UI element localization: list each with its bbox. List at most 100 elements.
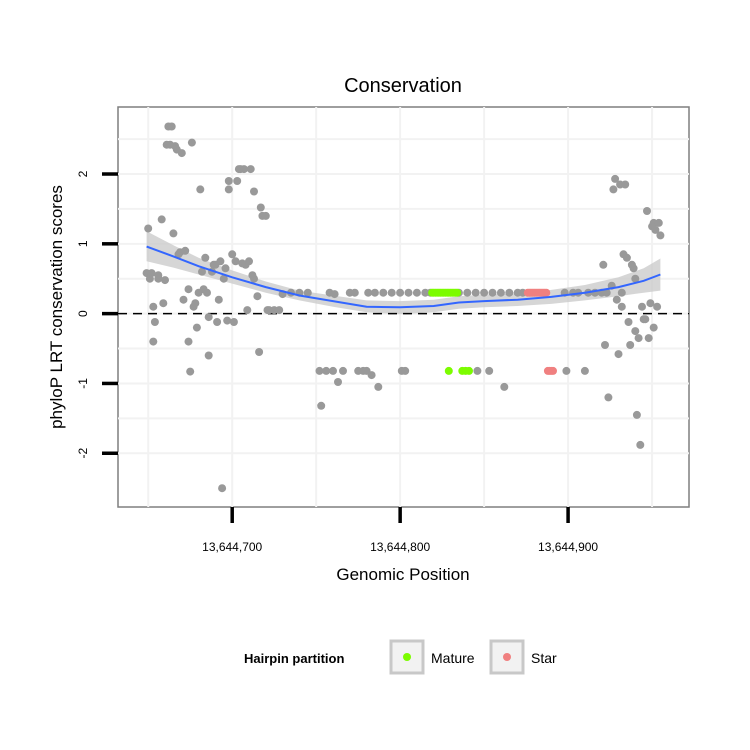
grid-lines <box>118 107 689 507</box>
data-point-other <box>250 274 258 283</box>
data-point-other <box>169 229 178 238</box>
data-point-other <box>157 215 166 224</box>
data-point-other <box>471 288 480 297</box>
y-tick-label: -1 <box>76 378 90 389</box>
y-tick-label: 2 <box>76 170 90 177</box>
legend: Hairpin partition Mature Star <box>244 639 557 675</box>
data-point-other <box>617 288 626 297</box>
data-point-other <box>631 274 640 283</box>
data-point-other <box>374 382 383 391</box>
x-axis: 13,644,700 13,644,800 13,644,900 <box>202 507 598 554</box>
x-tick-label: 13,644,900 <box>538 540 598 554</box>
data-point-other <box>505 288 514 297</box>
data-point-other <box>303 288 312 297</box>
data-point-other <box>649 323 658 332</box>
data-point-other <box>643 207 651 215</box>
legend-item-star: Star <box>489 639 557 675</box>
data-point-other <box>179 295 188 304</box>
data-point-other <box>261 211 270 220</box>
data-point-other <box>656 231 665 240</box>
data-point-other <box>250 187 258 196</box>
data-point-mature <box>453 288 462 297</box>
data-point-other <box>221 264 230 273</box>
y-tick-label: 1 <box>76 240 90 247</box>
data-point-other <box>611 174 620 183</box>
data-point-other <box>214 295 223 304</box>
data-point-other <box>412 288 421 297</box>
data-point-other <box>562 366 571 375</box>
data-point-other <box>379 288 388 297</box>
data-point-other <box>216 257 225 266</box>
legend-item-mature: Mature <box>389 639 475 675</box>
data-point-other <box>617 302 626 311</box>
chart-title: Conservation <box>344 75 462 97</box>
data-point-other <box>604 393 613 402</box>
data-point-other <box>204 313 213 322</box>
data-point-other <box>317 401 326 410</box>
data-point-other <box>626 341 635 349</box>
data-point-other <box>654 218 663 227</box>
data-point-other <box>500 382 509 391</box>
data-point-other <box>245 257 253 266</box>
data-point-mature <box>444 366 453 375</box>
data-point-other <box>275 306 284 315</box>
data-point-other <box>186 367 195 376</box>
data-point-other <box>154 274 163 283</box>
y-tick-label: 0 <box>76 310 90 317</box>
data-point-star <box>542 288 551 297</box>
data-point-other <box>651 225 660 234</box>
legend-title: Hairpin partition <box>244 651 344 666</box>
data-point-other <box>404 288 413 297</box>
data-point-other <box>601 341 609 349</box>
data-point-other <box>602 288 611 297</box>
data-point-other <box>463 288 472 297</box>
legend-dot-star <box>503 653 511 661</box>
data-point-other <box>609 185 618 194</box>
data-point-star <box>549 366 557 375</box>
y-tick-label: -2 <box>76 448 90 459</box>
data-point-other <box>204 351 213 360</box>
data-point-other <box>224 185 233 194</box>
data-point-other <box>253 292 262 301</box>
data-point-other <box>218 484 227 493</box>
data-point-other <box>329 366 337 375</box>
data-point-other <box>192 323 201 332</box>
data-point-other <box>370 288 379 297</box>
data-point-other <box>631 327 640 336</box>
data-point-other <box>632 410 641 419</box>
data-point-other <box>396 288 405 297</box>
data-point-other <box>246 165 255 174</box>
data-point-other <box>653 302 662 311</box>
data-point-other <box>181 246 190 255</box>
data-point-other <box>224 177 233 185</box>
data-point-other <box>612 295 621 304</box>
data-point-other <box>256 203 265 212</box>
data-point-mature <box>465 366 473 375</box>
data-point-other <box>233 177 242 185</box>
data-point-other <box>339 366 347 375</box>
data-point-other <box>191 299 200 308</box>
data-point-other <box>223 316 232 325</box>
data-point-other <box>198 267 206 276</box>
data-point-other <box>161 276 169 285</box>
y-axis-title: phyloP LRT conservation scores <box>47 185 66 429</box>
legend-label-mature: Mature <box>431 650 475 666</box>
data-point-other <box>473 366 482 375</box>
data-point-other <box>350 288 359 297</box>
data-point-other <box>387 288 396 297</box>
data-point-other <box>614 350 623 359</box>
data-point-other <box>485 366 494 375</box>
data-point-other <box>167 122 176 131</box>
y-axis: 2 1 0 -1 -2 <box>76 170 118 459</box>
data-point-other <box>315 366 324 375</box>
data-point-other <box>638 302 646 311</box>
data-point-other <box>184 285 193 294</box>
data-point-other <box>229 318 238 326</box>
data-point-other <box>149 302 158 311</box>
x-tick-label: 13,644,700 <box>202 540 262 554</box>
data-point-other <box>196 185 205 194</box>
data-point-other <box>228 250 237 259</box>
data-point-other <box>243 306 252 315</box>
data-point-other <box>364 288 373 297</box>
